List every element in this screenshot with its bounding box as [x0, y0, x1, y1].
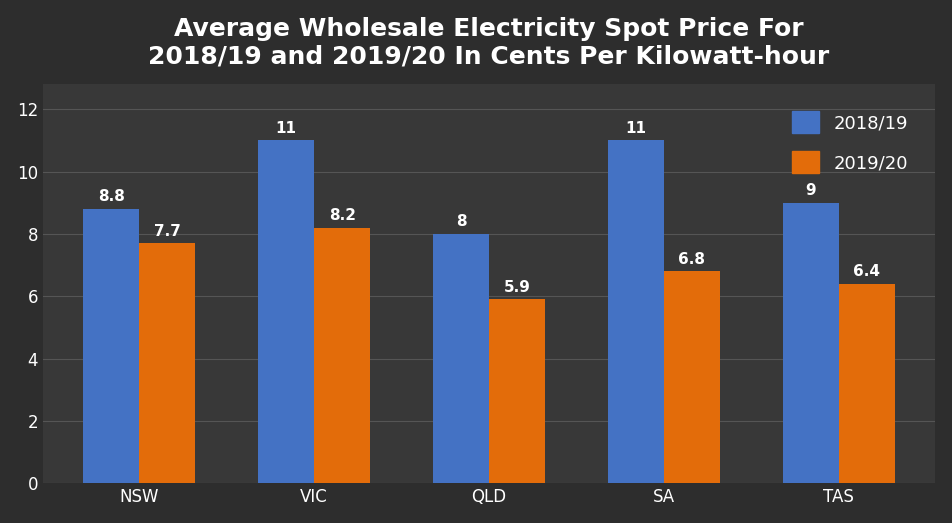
Bar [84, 209, 139, 483]
Text: 9: 9 [805, 183, 816, 198]
Bar [608, 141, 664, 483]
Bar [783, 203, 839, 483]
Bar [489, 300, 545, 483]
Text: 6.8: 6.8 [679, 252, 705, 267]
Bar [664, 271, 720, 483]
Text: 8: 8 [456, 214, 466, 229]
Text: 5.9: 5.9 [504, 280, 530, 295]
Text: 11: 11 [276, 121, 297, 136]
Text: 8.8: 8.8 [98, 189, 125, 204]
Bar [433, 234, 489, 483]
Text: 7.7: 7.7 [154, 224, 181, 238]
Bar [314, 228, 370, 483]
Bar [139, 243, 195, 483]
Bar [839, 284, 895, 483]
Text: 6.4: 6.4 [853, 264, 881, 279]
Text: 11: 11 [625, 121, 646, 136]
Text: 8.2: 8.2 [328, 208, 356, 223]
Legend: 2018/19, 2019/20: 2018/19, 2019/20 [774, 93, 926, 191]
Title: Average Wholesale Electricity Spot Price For
2018/19 and 2019/20 In Cents Per Ki: Average Wholesale Electricity Spot Price… [149, 17, 830, 69]
Bar [258, 141, 314, 483]
